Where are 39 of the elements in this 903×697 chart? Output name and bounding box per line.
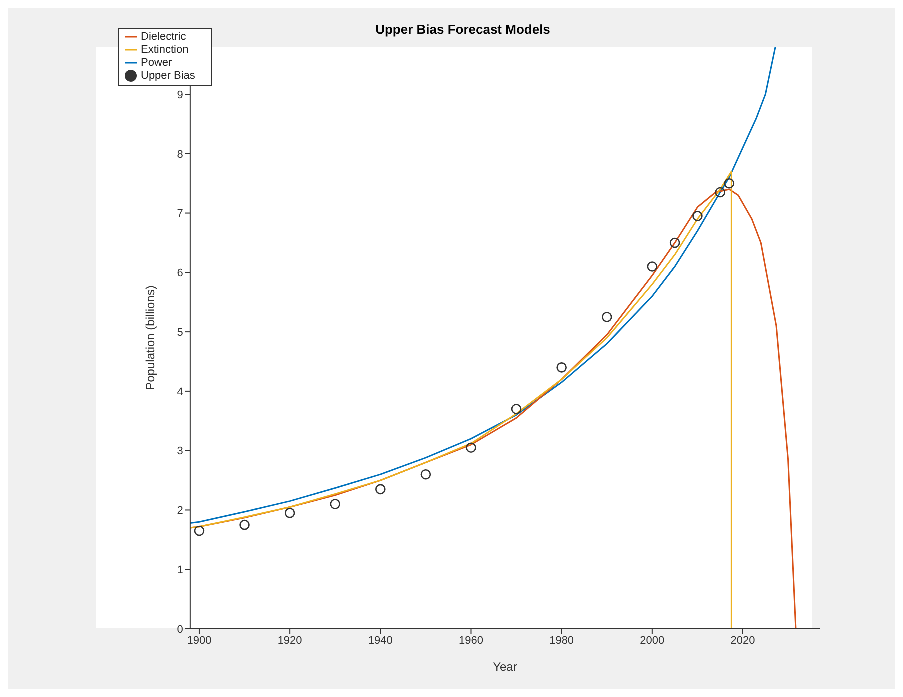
x-tick-label: 1960 xyxy=(459,634,484,647)
point xyxy=(670,238,680,248)
point xyxy=(556,362,567,373)
legend-label: Dielectric xyxy=(141,31,186,43)
point xyxy=(420,469,432,480)
y-tick-label: 5 xyxy=(177,326,184,339)
point xyxy=(284,508,296,518)
y-tick-label: 6 xyxy=(177,268,184,280)
point xyxy=(466,442,476,454)
chart-title: Upper Bias Forecast Models xyxy=(376,22,550,37)
x-axis-title: Year xyxy=(493,660,518,674)
y-tick-label: 4 xyxy=(177,386,184,398)
point xyxy=(724,178,735,189)
point xyxy=(240,520,250,530)
y-tick-label: 3 xyxy=(177,446,184,458)
point xyxy=(715,187,726,198)
y-tick-label: 8 xyxy=(177,148,184,161)
x-tick-label: 1920 xyxy=(278,634,302,647)
y-tick-label: 1 xyxy=(177,564,184,577)
point xyxy=(647,262,658,272)
y-tick-label: 7 xyxy=(177,208,184,220)
legend-label: Upper Bias xyxy=(141,70,196,82)
x-tick-label: 2020 xyxy=(730,634,756,647)
y-tick-label: 2 xyxy=(177,505,184,518)
x-tick-label: 1980 xyxy=(550,634,574,647)
point xyxy=(330,499,341,510)
point xyxy=(376,484,386,495)
legend-label: Power xyxy=(141,57,172,69)
x-tick-label: 1940 xyxy=(368,634,393,647)
x-tick-label: 1900 xyxy=(187,634,212,647)
x-tick-label: 2000 xyxy=(640,634,665,647)
point xyxy=(602,312,612,322)
point xyxy=(194,526,205,536)
point xyxy=(511,404,522,414)
legend-label: Extinction xyxy=(141,44,189,56)
point xyxy=(692,211,703,222)
y-tick-label: 9 xyxy=(177,89,184,102)
y-axis-title: Population (billions) xyxy=(144,286,158,390)
y-tick-label: 0 xyxy=(177,624,184,636)
